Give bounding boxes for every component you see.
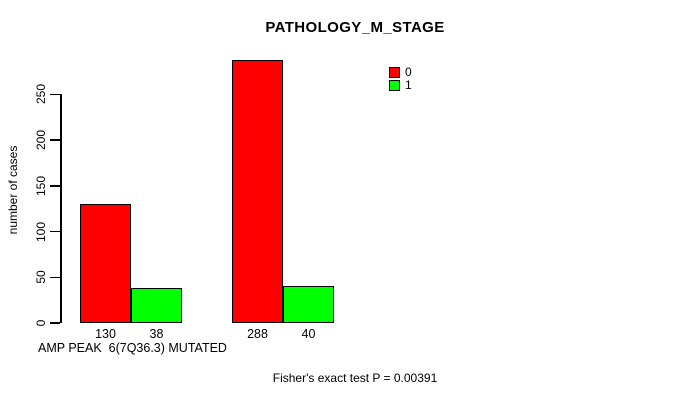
legend-item: 0 bbox=[389, 66, 412, 78]
y-tick-label: 0 bbox=[34, 319, 48, 327]
bar-0-group-1 bbox=[80, 204, 131, 323]
legend-label: 1 bbox=[405, 78, 412, 92]
y-tick-label: 100 bbox=[34, 221, 48, 242]
y-tick-mark bbox=[50, 93, 60, 96]
y-tick-label: 250 bbox=[34, 84, 48, 105]
legend-label: 0 bbox=[405, 65, 412, 79]
bar-1-group-2 bbox=[283, 286, 334, 323]
y-tick-mark bbox=[50, 230, 60, 233]
y-tick-mark bbox=[50, 276, 60, 278]
bar-0-group-2 bbox=[232, 59, 283, 323]
bar-value-label: 40 bbox=[301, 327, 316, 341]
x-axis-label: AMP PEAK 6(7Q36.3) MUTATED bbox=[38, 341, 227, 355]
y-tick-label: 50 bbox=[34, 270, 48, 284]
y-tick-mark bbox=[50, 139, 60, 141]
chart-title: PATHOLOGY_M_STAGE bbox=[265, 19, 445, 36]
bar-value-label: 288 bbox=[247, 327, 268, 341]
fisher-annotation: Fisher's exact test P = 0.00391 bbox=[272, 371, 438, 385]
y-tick-mark bbox=[50, 185, 60, 187]
legend-swatch bbox=[389, 66, 400, 78]
y-tick-mark bbox=[50, 322, 60, 324]
y-axis-line bbox=[60, 94, 62, 323]
y-tick-label: 200 bbox=[34, 130, 48, 151]
bar-value-label: 130 bbox=[95, 327, 116, 341]
y-axis-label: number of cases bbox=[6, 145, 20, 235]
bar-1-group-1 bbox=[131, 288, 182, 323]
legend-swatch bbox=[389, 79, 400, 91]
legend-item: 1 bbox=[389, 79, 412, 91]
y-tick-label: 150 bbox=[34, 175, 48, 196]
bar-value-label: 38 bbox=[149, 327, 164, 341]
